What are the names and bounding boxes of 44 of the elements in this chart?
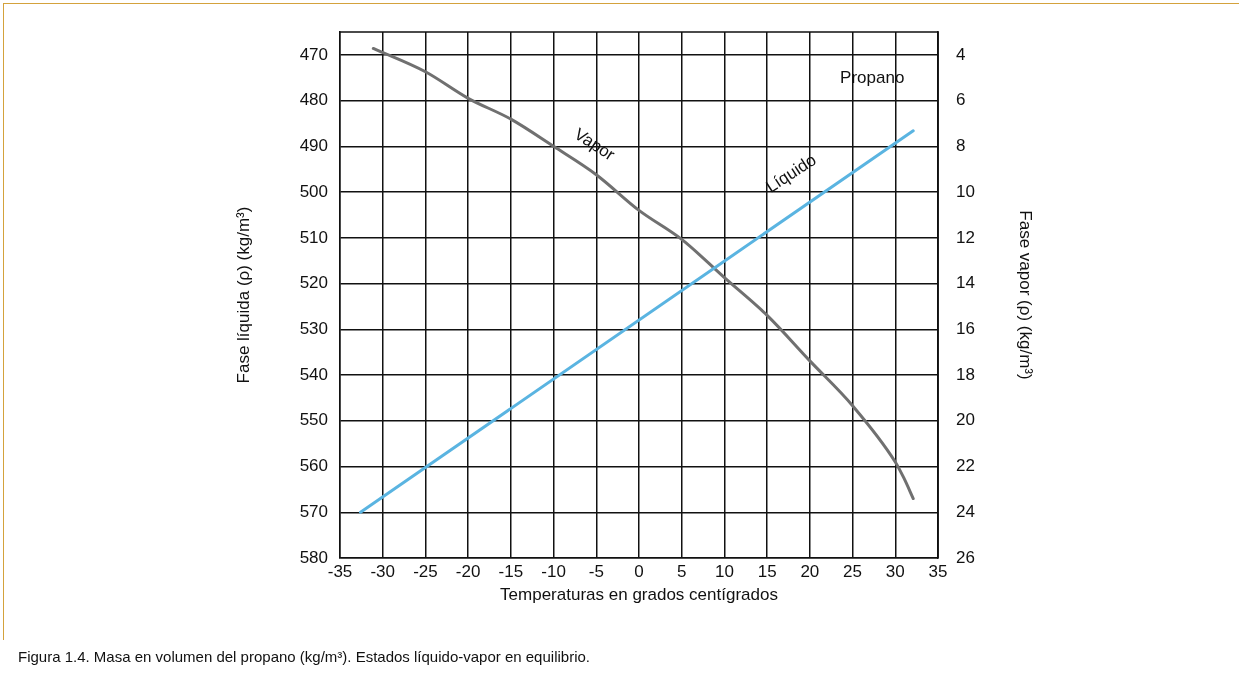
line-series xyxy=(371,46,915,501)
y2-tick-label: 14 xyxy=(956,273,975,293)
x-tick-label: -15 xyxy=(498,561,524,581)
y-tick-label: 550 xyxy=(299,410,328,430)
y2-axis-title: Fase vapor (ρ) (kg/m³) xyxy=(1016,210,1036,380)
y-tick-label: 520 xyxy=(299,273,328,293)
y-tick-label: 510 xyxy=(299,227,328,247)
y-tick-label: 560 xyxy=(299,456,328,476)
y-tick-label: 570 xyxy=(299,501,328,521)
x-tick-label: 25 xyxy=(843,561,863,581)
y2-tick-label: 20 xyxy=(956,410,975,430)
x-tick-label: 5 xyxy=(676,561,687,581)
x-tick-label: 10 xyxy=(714,561,734,581)
y-tick-label: 580 xyxy=(299,547,328,567)
x-tick-label: -35 xyxy=(327,561,353,581)
x-tick-label: -5 xyxy=(588,561,604,581)
x-tick-label: 0 xyxy=(634,561,644,581)
y2-tick-label: 4 xyxy=(956,44,966,64)
y-axis-title: Fase líquida (ρ) (kg/m³) xyxy=(233,206,253,384)
x-tick-label: -30 xyxy=(370,561,395,581)
y2-tick-label: 22 xyxy=(956,456,975,476)
y-tick-label: 480 xyxy=(299,90,328,110)
y2-tick-label: 8 xyxy=(956,136,966,156)
x-tick-label: -25 xyxy=(413,561,438,581)
y2-tick-label: 10 xyxy=(956,181,975,201)
y-tick-label: 540 xyxy=(299,364,328,384)
x-axis-title: Temperaturas en grados centígrados xyxy=(500,585,778,605)
y2-tick-label: 16 xyxy=(956,318,975,338)
y-tick-label: 500 xyxy=(299,181,328,201)
x-tick-label: 30 xyxy=(885,561,905,581)
y-tick-label: 490 xyxy=(299,136,328,156)
y2-tick-label: 26 xyxy=(956,547,975,567)
y2-tick-label: 18 xyxy=(956,364,975,384)
y-tick-label: 530 xyxy=(299,318,328,338)
y2-tick-label: 24 xyxy=(956,501,975,521)
x-tick-label: 15 xyxy=(757,561,777,581)
y2-tick-label: 12 xyxy=(956,227,975,247)
x-tick-label: 20 xyxy=(800,561,820,581)
x-tick-label: -10 xyxy=(541,561,566,581)
x-tick-label: -20 xyxy=(455,561,481,581)
x-tick-label: 35 xyxy=(928,561,948,581)
y-tick-label: 470 xyxy=(299,44,328,64)
text: Figura 1.4. Masa en volumen del propano (kg/m³). Estados líquido-vapor en equilibrio. xyxy=(18,648,590,665)
y2-tick-label: 6 xyxy=(956,90,966,110)
